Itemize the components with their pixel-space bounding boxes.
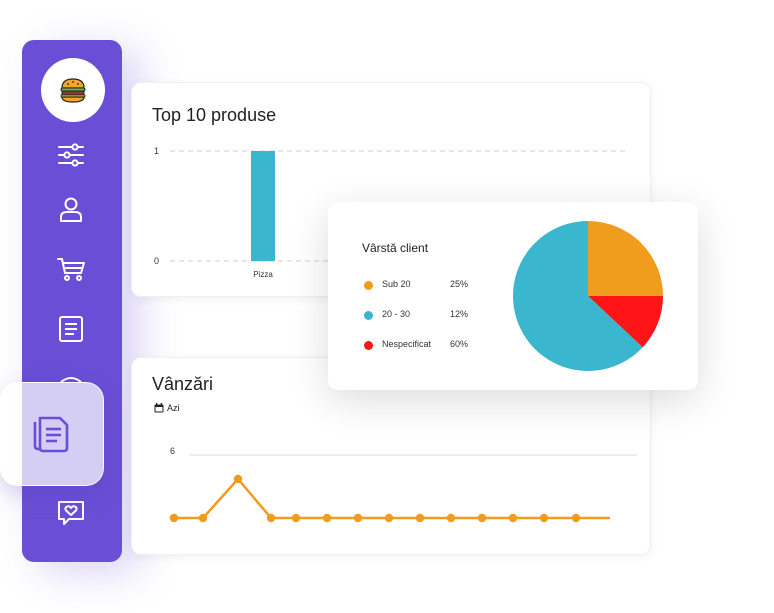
legend-dot xyxy=(364,341,373,350)
document-icon xyxy=(59,316,83,342)
sales-filter[interactable]: Azi xyxy=(154,403,180,413)
legend-label: Sub 20 xyxy=(382,279,411,289)
pie-slice xyxy=(513,221,643,371)
cart-icon xyxy=(57,258,85,281)
bar xyxy=(251,151,275,261)
data-point xyxy=(571,513,581,523)
heart-chat-icon xyxy=(58,501,84,525)
data-point xyxy=(322,513,332,523)
data-point xyxy=(384,513,394,523)
legend-label: Nespecificat xyxy=(382,339,432,349)
sales-filter-label: Azi xyxy=(167,403,180,413)
sales-title: Vânzări xyxy=(152,374,214,394)
nav-settings[interactable] xyxy=(56,140,86,170)
sales-chart: 6 xyxy=(169,446,637,523)
pie-slice xyxy=(588,221,663,296)
pie-slice xyxy=(588,296,663,348)
age-card-title: Vârstă client xyxy=(362,241,429,255)
legend-dot xyxy=(364,281,373,290)
burger-icon xyxy=(60,78,86,103)
legend-percent: 12% xyxy=(450,309,469,319)
nav-users[interactable] xyxy=(56,194,86,224)
y-tick-label: 0 xyxy=(154,256,159,266)
data-point xyxy=(446,513,456,523)
nav-reports[interactable] xyxy=(56,372,86,402)
nav-cart[interactable] xyxy=(56,254,86,284)
nav-orders[interactable] xyxy=(56,314,86,344)
data-point xyxy=(198,513,208,523)
chart-icon xyxy=(60,377,82,383)
data-point xyxy=(415,513,425,523)
y-tick-label: 6 xyxy=(170,446,175,456)
y-tick-label: 1 xyxy=(154,146,159,156)
data-point xyxy=(477,513,487,523)
legend-percent: 60% xyxy=(450,339,469,349)
legend-label: 20 - 30 xyxy=(382,309,411,319)
top-products-title: Top 10 produse xyxy=(152,105,277,125)
calendar-icon xyxy=(154,403,164,413)
data-point xyxy=(291,513,301,523)
series-line xyxy=(174,477,610,520)
legend-dot xyxy=(364,311,373,320)
data-point xyxy=(233,474,243,484)
nav-documents-active[interactable] xyxy=(0,382,104,486)
age-card: Vârstă client Sub 20 25% 20 - 30 12% Nes… xyxy=(328,202,698,390)
data-point xyxy=(169,513,179,523)
legend-percent: 25% xyxy=(450,279,469,289)
user-icon xyxy=(60,197,82,222)
sliders-icon xyxy=(58,143,84,167)
documents-copy-icon xyxy=(33,416,69,453)
logo[interactable] xyxy=(41,58,105,122)
nav-feedback[interactable] xyxy=(56,498,86,528)
x-tick-label: Pizza xyxy=(253,270,273,279)
age-pie-chart xyxy=(513,221,663,371)
data-point xyxy=(508,513,518,523)
sales-card: Vânzări Azi 6 xyxy=(131,357,651,555)
data-point xyxy=(353,513,363,523)
data-point xyxy=(266,513,276,523)
data-point xyxy=(539,513,549,523)
